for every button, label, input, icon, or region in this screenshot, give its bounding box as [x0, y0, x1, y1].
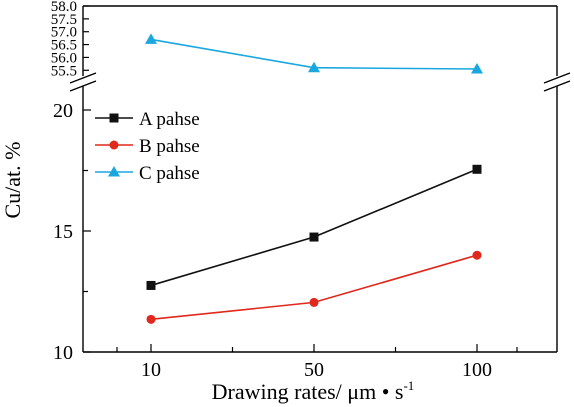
legend-item: B pahse: [95, 136, 200, 157]
series-line-lower-1: [150, 254, 478, 321]
legend: A pahse B pahse C pahse: [95, 109, 200, 184]
legend-marker: [108, 166, 120, 177]
series-lower-1: [146, 250, 482, 324]
y-tick-label-lower: 10: [53, 342, 73, 364]
x-axis-label-text: Drawing rates/ μm • s: [212, 379, 404, 404]
data-point-lower-1-2: [472, 250, 482, 260]
axis-break-mark-left-1: [69, 72, 97, 84]
axis-break-mark-right-2: [543, 80, 571, 92]
y-axis-label: Cu/at. %: [0, 142, 25, 219]
legend-label: A pahse: [139, 109, 200, 130]
data-point-lower-0-2: [472, 164, 482, 174]
legend-label: B pahse: [139, 136, 200, 157]
y-tick-label-upper: 58.0: [51, 0, 77, 15]
y-tick-label-lower: 15: [53, 221, 73, 243]
y-tick-label-lower: 20: [53, 100, 73, 122]
axis-break-mark-right-1: [543, 72, 571, 84]
data-point-lower-1-1: [309, 297, 319, 307]
data-point-lower-1-0: [146, 314, 156, 324]
data-point-lower-0-1: [309, 232, 319, 242]
series-lower-0: [146, 164, 482, 290]
legend-label: C pahse: [139, 163, 200, 184]
legend-marker: [109, 140, 119, 150]
y-tick-label-upper: 57.5: [51, 12, 77, 28]
x-tick-label: 50: [304, 359, 324, 381]
series-upper-0: [145, 33, 483, 74]
series-line-lower-0: [150, 168, 478, 287]
ticks: 55.556.056.557.057.558.0 10 15 20 10 50 100: [51, 0, 518, 381]
y-tick-label-upper: 56.0: [51, 50, 77, 66]
series: [145, 33, 483, 324]
x-axis-label-superscript: -1: [403, 378, 414, 393]
data-point-upper-0-2: [471, 63, 483, 74]
legend-item: C pahse: [95, 163, 200, 184]
x-tick-label: 100: [462, 359, 492, 381]
y-tick-label-upper: 57.0: [51, 25, 77, 41]
data-point-lower-0-0: [146, 280, 156, 290]
data-point-upper-0-1: [308, 61, 320, 73]
axis-break-mark-left-2: [69, 80, 97, 92]
legend-marker: [109, 113, 119, 123]
x-tick-label: 10: [141, 359, 161, 381]
y-tick-label-upper: 56.5: [51, 38, 77, 54]
x-axis-label: Drawing rates/ μm • s-1: [212, 378, 415, 404]
data-point-upper-0-0: [145, 33, 157, 44]
y-tick-label-upper: 55.5: [51, 63, 77, 79]
legend-item: A pahse: [95, 109, 200, 130]
axes: [69, 5, 571, 353]
